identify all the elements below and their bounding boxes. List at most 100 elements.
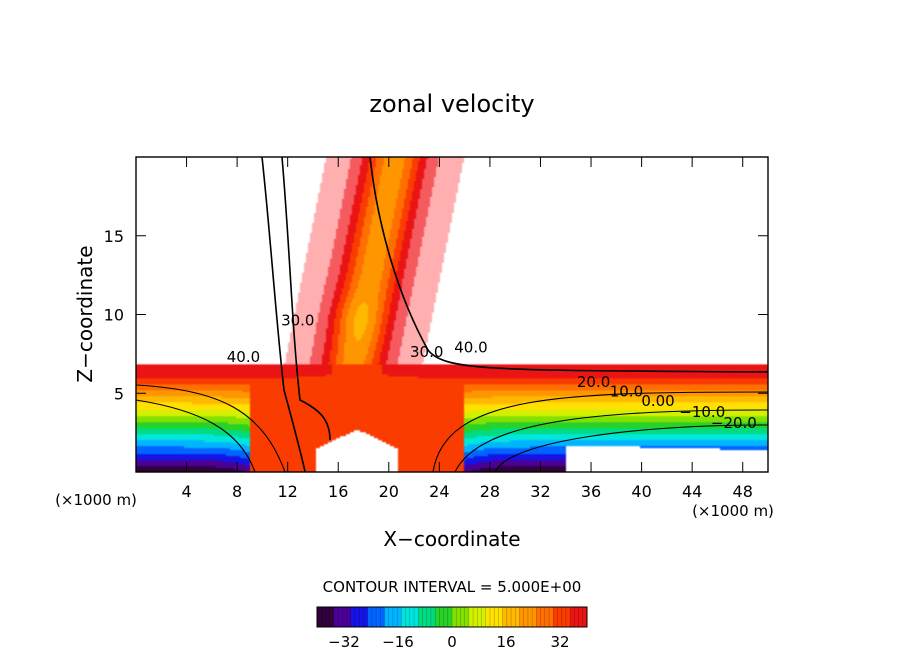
colorbar-swatch: [430, 607, 436, 627]
plot-area: 40.0 30.0 30.0 40.0 20.010.00.00 −10.0−20.0 4…: [104, 156, 769, 501]
colorbar-swatch: [342, 607, 347, 627]
contour-label: −10.0: [679, 403, 725, 421]
colorbar-swatch: [325, 607, 331, 627]
contour-label: 30.0: [410, 343, 443, 361]
colorbar-swatch: [582, 607, 588, 627]
y-axis-ticks: 5 10 15: [104, 227, 768, 403]
velocity-contour-field: [136, 157, 768, 472]
colorbar-swatch: [359, 607, 364, 627]
colorbar-swatch: [485, 607, 491, 627]
x-tick-label: 24: [429, 482, 449, 501]
colorbar-swatch: [376, 607, 381, 627]
colorbar-swatch: [540, 607, 546, 627]
contour-line: [432, 391, 768, 472]
contour-label: 0.00: [641, 392, 674, 410]
colorbar-swatch: [464, 607, 470, 627]
x-axis-ticks: 4 8 12 16 20 24 28 32 36 40 44 48: [181, 157, 753, 501]
colorbar-swatch: [553, 607, 558, 627]
colorbar-swatch: [409, 607, 415, 627]
colorbar-swatch: [354, 607, 360, 627]
colorbar-swatch: [397, 607, 402, 627]
colorbar-swatch: [519, 607, 525, 627]
colorbar-tick-label: 0: [447, 633, 457, 651]
colorbar-swatch: [549, 607, 554, 627]
contour-label: 10.0: [610, 382, 643, 400]
y-tick-label: 5: [114, 384, 124, 403]
colorbar-swatch: [477, 607, 482, 627]
colorbar-tick-label: 32: [550, 633, 569, 651]
colorbar-swatch: [515, 607, 520, 627]
colorbar-swatch: [561, 607, 567, 627]
colorbar-swatch: [460, 607, 466, 627]
x-tick-label: 36: [581, 482, 601, 501]
colorbar-swatch: [439, 607, 444, 627]
x-tick-label: 12: [278, 482, 298, 501]
colorbar-swatch: [557, 607, 563, 627]
colorbar-swatch: [456, 607, 461, 627]
x-tick-label: 8: [232, 482, 242, 501]
colorbar-swatch: [388, 607, 394, 627]
x-tick-label: 48: [733, 482, 753, 501]
colorbar-swatch: [350, 607, 356, 627]
colorbar-swatch: [418, 607, 423, 627]
contour-line: [261, 157, 306, 472]
colorbar-swatch: [536, 607, 541, 627]
colorbar-swatch: [333, 607, 339, 627]
colorbar-swatch: [565, 607, 571, 627]
y-tick-label: 15: [104, 227, 124, 246]
contour-line: [494, 424, 768, 472]
x-tick-label: 16: [328, 482, 348, 501]
colorbar-swatch: [532, 607, 537, 627]
colorbar-tick-label: −16: [382, 633, 414, 651]
colorbar-swatch: [367, 607, 373, 627]
colorbar-swatch: [574, 607, 579, 627]
colorbar-swatch: [443, 607, 449, 627]
contour-label: 40.0: [454, 338, 487, 356]
x-tick-label: 32: [530, 482, 550, 501]
contour-label: 40.0: [227, 348, 260, 366]
colorbar: −32 −16 0 16 32: [316, 606, 588, 651]
colorbar-swatch: [447, 607, 453, 627]
colorbar-swatch: [384, 607, 390, 627]
colorbar-swatch: [338, 607, 343, 627]
x-tick-label: 20: [379, 482, 399, 501]
contour-line: [136, 384, 286, 472]
x-tick-label: 40: [631, 482, 651, 501]
colorbar-swatch: [426, 607, 432, 627]
x-axis-label: X−coordinate: [383, 527, 520, 551]
colorbar-swatch: [435, 607, 440, 627]
colorbar-swatch: [498, 607, 504, 627]
colorbar-swatch: [527, 607, 533, 627]
colorbar-swatch: [570, 607, 575, 627]
colorbar-swatch: [494, 607, 499, 627]
colorbar-swatches: [316, 607, 588, 627]
colorbar-swatch: [506, 607, 512, 627]
colorbar-swatch: [321, 607, 326, 627]
colorbar-swatch: [452, 607, 457, 627]
x-tick-label: 44: [682, 482, 702, 501]
colorbar-swatch: [511, 607, 516, 627]
colorbar-swatch: [317, 607, 322, 627]
colorbar-swatch: [523, 607, 529, 627]
contour-line: [454, 409, 768, 472]
colorbar-swatch: [481, 607, 487, 627]
contour-label: 30.0: [281, 312, 314, 330]
colorbar-swatch: [401, 607, 406, 627]
contour-line: [281, 157, 331, 441]
x-tick-label: 28: [480, 482, 500, 501]
colorbar-swatch: [363, 607, 369, 627]
colorbar-swatch: [468, 607, 474, 627]
y-tick-label: 10: [104, 306, 124, 325]
chart-title: zonal velocity: [369, 90, 534, 118]
colorbar-swatch: [346, 607, 352, 627]
colorbar-swatch: [380, 607, 385, 627]
y-axis-label: Z−coordinate: [73, 245, 97, 382]
contour-interval-text: CONTOUR INTERVAL = 5.000E+00: [323, 578, 582, 596]
colorbar-tick-label: 16: [496, 633, 515, 651]
colorbar-swatch: [502, 607, 508, 627]
colorbar-swatch: [414, 607, 419, 627]
contour-labels: 40.0 30.0 30.0 40.0 20.010.00.00 −10.0−20.0: [227, 312, 757, 432]
colorbar-swatch: [329, 607, 335, 627]
x-unit-left: (×1000 m): [55, 491, 137, 509]
